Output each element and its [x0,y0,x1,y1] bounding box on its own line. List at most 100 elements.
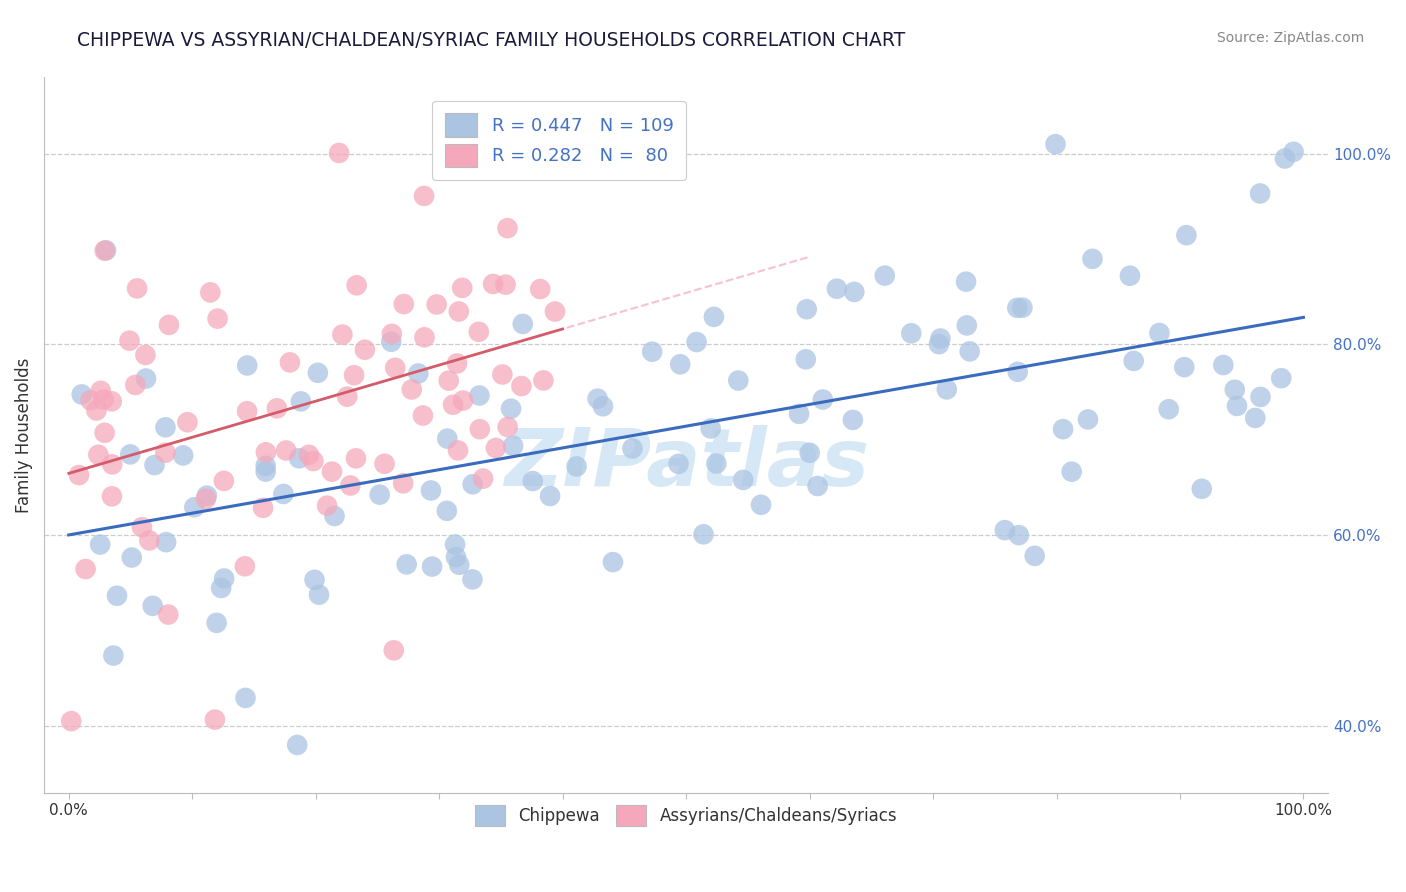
Point [395,558,418,572]
Point [794,352,817,367]
Point [93,392,115,407]
Point [235,690,257,705]
Point [669,357,692,371]
Point [105,589,128,603]
Point [87,448,110,462]
Point [668,457,690,471]
Point [101,489,124,503]
Point [482,277,505,291]
Point [344,451,367,466]
Point [124,378,146,392]
Point [70,387,93,401]
Point [93,425,115,440]
Point [205,615,228,630]
Point [135,371,157,385]
Point [288,451,311,466]
Point [499,401,522,416]
Point [204,713,226,727]
Point [749,498,772,512]
Point [488,148,510,162]
Point [1223,383,1246,397]
Point [298,448,321,462]
Point [468,422,491,436]
Point [155,420,177,434]
Text: CHIPPEWA VS ASSYRIAN/CHALDEAN/SYRIAC FAMILY HOUSEHOLDS CORRELATION CHART: CHIPPEWA VS ASSYRIAN/CHALDEAN/SYRIAC FAM… [77,31,905,50]
Point [529,282,551,296]
Point [323,508,346,523]
Point [512,317,534,331]
Point [1077,412,1099,426]
Point [495,277,517,292]
Point [374,457,396,471]
Point [1122,354,1144,368]
Point [485,441,508,455]
Point [93,244,115,258]
Point [602,555,624,569]
Point [131,520,153,534]
Point [1270,371,1292,385]
Point [420,559,443,574]
Point [1250,390,1272,404]
Point [641,344,664,359]
Point [408,367,430,381]
Point [254,465,277,479]
Point [437,374,460,388]
Point [212,474,235,488]
Point [75,562,97,576]
Point [233,559,256,574]
Point [491,368,513,382]
Point [685,334,707,349]
Point [959,344,981,359]
Point [461,477,484,491]
Point [138,533,160,548]
Point [935,383,957,397]
Point [401,383,423,397]
Point [307,366,329,380]
Point [1175,228,1198,243]
Point [1191,482,1213,496]
Point [1274,152,1296,166]
Point [928,337,950,351]
Point [290,394,312,409]
Point [444,538,467,552]
Point [155,446,177,460]
Point [384,360,406,375]
Point [844,285,866,299]
Point [118,334,141,348]
Point [392,297,415,311]
Point [332,327,354,342]
Point [524,137,547,152]
Point [496,420,519,434]
Point [703,310,725,324]
Point [172,449,194,463]
Point [461,573,484,587]
Point [413,330,436,344]
Point [929,332,952,346]
Point [1119,268,1142,283]
Point [468,325,491,339]
Point [302,454,325,468]
Point [382,643,405,657]
Point [447,443,470,458]
Point [254,458,277,473]
Point [276,443,298,458]
Point [436,504,458,518]
Point [699,421,721,435]
Point [531,374,554,388]
Point [316,499,339,513]
Point [420,483,443,498]
Text: ZIPatlas: ZIPatlas [503,425,869,503]
Point [100,394,122,409]
Point [236,404,259,418]
Point [441,398,464,412]
Point [733,473,755,487]
Point [451,281,474,295]
Point [446,356,468,370]
Point [1249,186,1271,201]
Point [60,714,83,728]
Point [796,302,818,317]
Point [787,407,810,421]
Point [304,573,326,587]
Point [727,374,749,388]
Point [426,297,449,311]
